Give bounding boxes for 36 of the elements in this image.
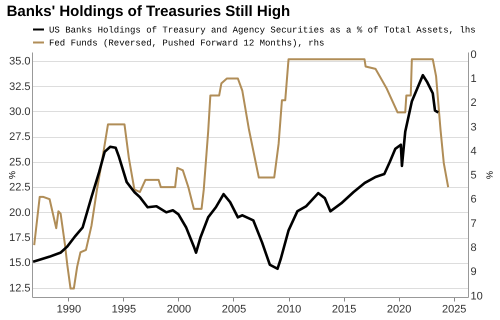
y2-tick-label: 7 <box>470 218 477 230</box>
y2-tick-label: 9 <box>470 266 477 278</box>
line-series <box>33 58 450 290</box>
chart-title: Banks' Holdings of Treasuries Still High <box>6 3 290 20</box>
x-tick-label: 2020 <box>386 304 412 316</box>
y-tick-label: 25.0 <box>9 156 30 168</box>
y2-tick-label: 4 <box>470 145 477 158</box>
x-tick-label: 2015 <box>332 304 356 316</box>
series-label: Fed Funds (Reversed, Pushed Forward 12 Months), rhs <box>49 38 324 48</box>
y2-tick-label: 10 <box>470 290 483 302</box>
y2-tick-label: 3 <box>470 121 477 134</box>
legend-label: US Banks Holdings of Treasury and Agency Securities as a % of Total Assets, lhs <box>49 26 476 36</box>
y2-tick-label: 8 <box>470 242 477 254</box>
y-tick-label: 30.0 <box>9 106 30 118</box>
x-tick-label: 1995 <box>112 304 136 316</box>
y-tick-label: 15.0 <box>9 257 30 270</box>
y2-axis-title: % <box>484 170 495 180</box>
y-tick-label: 35.0 <box>9 56 30 68</box>
y2-tick-label: 5 <box>470 170 477 182</box>
y-tick-label: 20.0 <box>9 206 30 219</box>
line-series <box>32 74 440 270</box>
x-tick-label: 2010 <box>276 304 302 316</box>
y-axis-title: % <box>7 170 18 180</box>
x-tick-label: 2005 <box>222 304 246 316</box>
y-tick-label: 32.5 <box>9 80 30 93</box>
y-tick-label: 12.5 <box>9 282 30 294</box>
y-tick-label: 17.5 <box>9 232 30 244</box>
y-tick-label: 27.5 <box>9 131 30 144</box>
y2-tick-label: 0 <box>470 48 477 61</box>
y2-tick-label: 6 <box>470 194 477 206</box>
y-tick-label: 22.5 <box>9 182 30 194</box>
y2-tick-label: 2 <box>470 97 477 110</box>
y2-tick-label: 1 <box>470 73 477 86</box>
x-tick-label: 1990 <box>56 304 82 316</box>
x-tick-label: 2025 <box>442 304 466 316</box>
x-tick-label: 2000 <box>166 304 192 316</box>
